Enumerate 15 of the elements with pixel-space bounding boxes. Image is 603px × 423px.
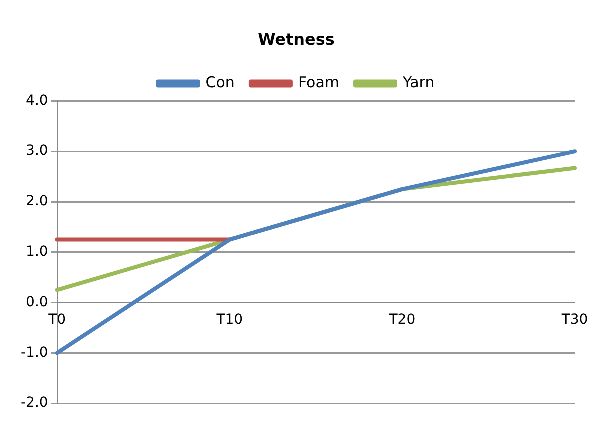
y-tick-label: 2.0	[26, 194, 48, 210]
x-tick-label: T10	[216, 312, 244, 328]
y-tick-label: -2.0	[20, 395, 48, 412]
y-tick-label: 4.0	[26, 92, 48, 109]
y-tick-label: 3.0	[26, 143, 48, 160]
legend-label: Foam	[298, 74, 340, 92]
x-tick-label: T30	[560, 312, 588, 328]
y-tick-label: 0.0	[26, 294, 48, 310]
y-tick-label: -1.0	[20, 344, 48, 361]
chart-title: Wetness	[258, 30, 335, 49]
legend-label: Yarn	[402, 74, 435, 92]
y-tick-label: 1.0	[26, 244, 48, 260]
x-tick-label: T0	[48, 312, 66, 328]
x-tick-label: T20	[388, 312, 416, 328]
legend-label: Con	[206, 74, 235, 92]
